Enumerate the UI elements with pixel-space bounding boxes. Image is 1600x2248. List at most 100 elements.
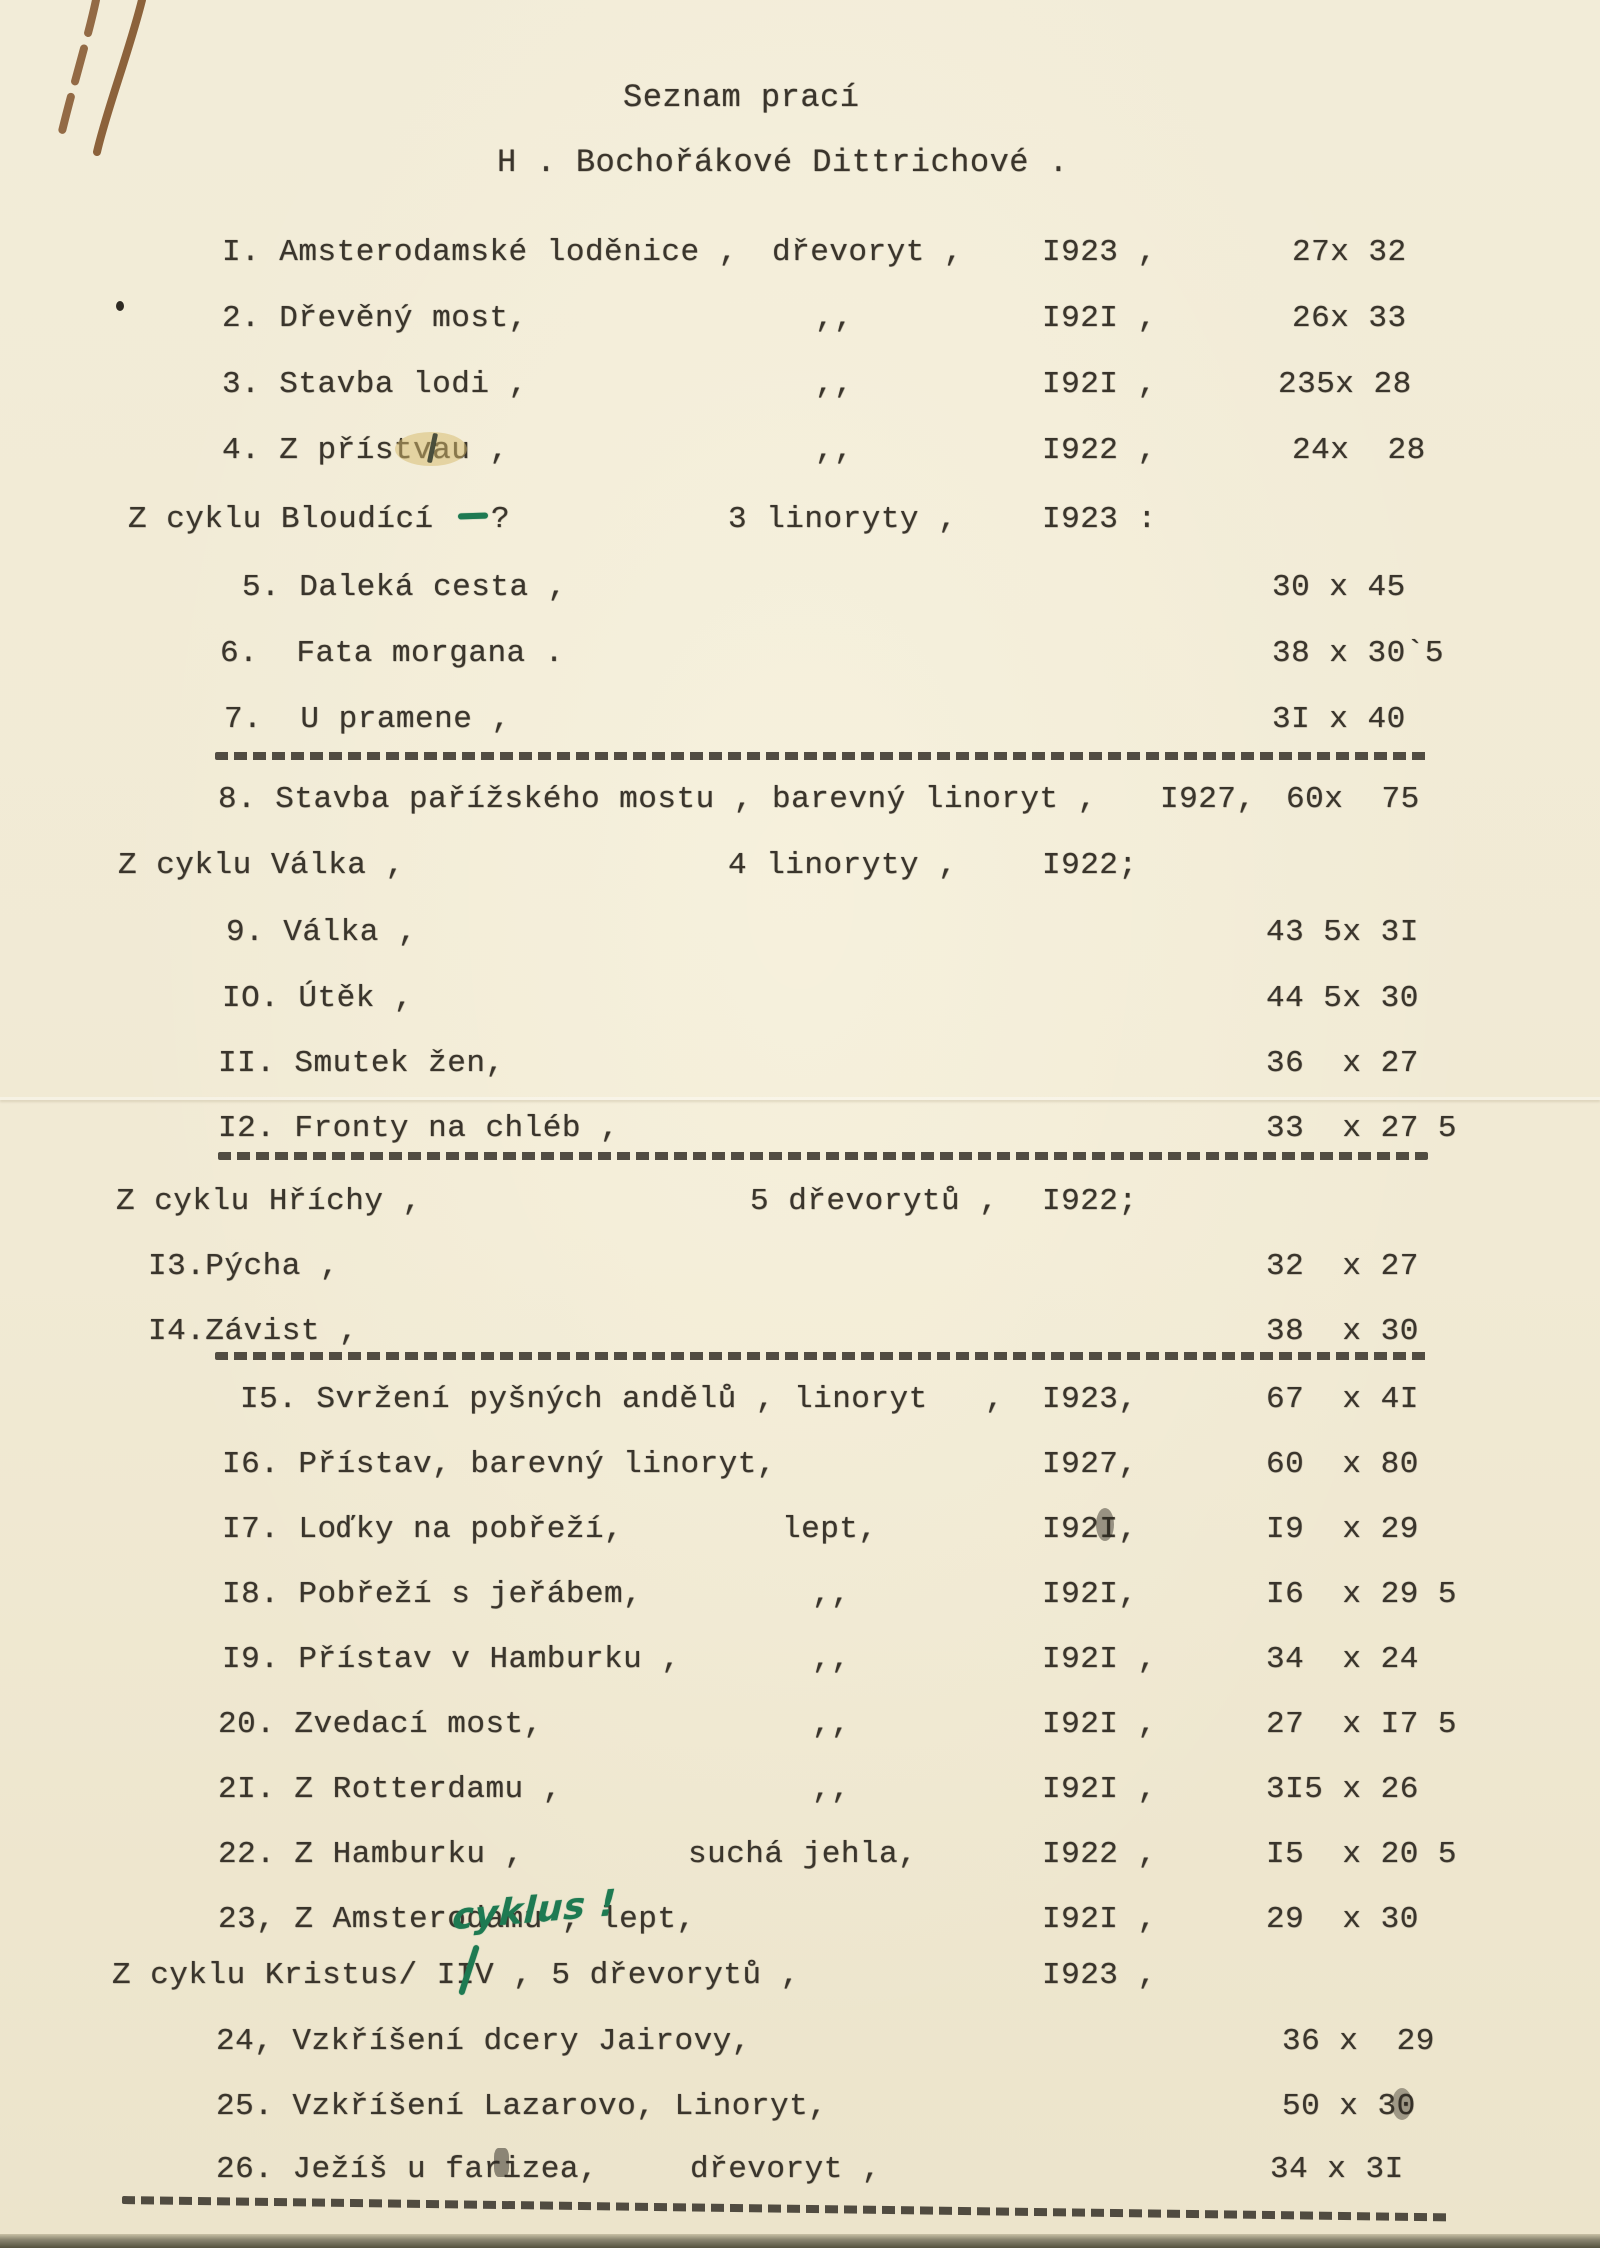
dimensions: 50 x 30	[1282, 2089, 1416, 2124]
work-item-row: 26. Ježíš u farizea, dřevoryt , 34 x 3I	[0, 2150, 1600, 2198]
item-title: I8. Pobřeží s jeřábem,	[222, 1577, 643, 1612]
technique: ,,	[812, 1577, 851, 1612]
item-title: 24, Vzkříšení dcery Jairovy,	[216, 2024, 751, 2059]
work-item-row: I7. Loďky na pobřeží, lept, I92I, I9 x 29	[0, 1510, 1600, 1558]
dimensions: 60x 75	[1286, 782, 1420, 817]
green-dash-mark	[457, 512, 489, 520]
year: I922;	[1042, 1184, 1138, 1219]
dashed-separator	[218, 1152, 1428, 1160]
cycle-title: Z cyklu Kristus/ IIV , 5 dřevorytů ,	[112, 1958, 800, 1993]
work-item-row: 9. Válka , 43 5x 3I	[0, 913, 1600, 961]
dimensions: 34 x 24	[1266, 1642, 1419, 1677]
dimensions: 29 x 30	[1266, 1902, 1419, 1937]
dimensions: 3I5 x 26	[1266, 1772, 1419, 1807]
technique: lept,	[782, 1512, 878, 1547]
page-bottom-edge	[0, 2234, 1600, 2248]
pen-marks-icon	[56, 0, 146, 156]
item-title: 23, Z Amsterodamu , lept,	[218, 1902, 696, 1937]
dimensions: 32 x 27	[1266, 1249, 1419, 1284]
work-item-row: 25. Vzkříšení Lazarovo, Linoryt, 50 x 30	[0, 2087, 1600, 2135]
dimensions: 67 x 4I	[1266, 1382, 1419, 1417]
year: I923 ,	[1042, 235, 1157, 270]
work-item-row: 2. Dřevěný most,,, I92I , 26x 33	[0, 299, 1600, 347]
work-item-row: I6. Přístav, barevný linoryt, I927, 60 x 8…	[0, 1445, 1600, 1493]
overstrike-mark	[1096, 1508, 1114, 1541]
work-item-row: 6. Fata morgana . 38 x 30`5	[0, 634, 1600, 682]
cycle-header-row: Z cyklu Válka , 4 linoryty , I922;	[0, 846, 1600, 894]
work-item-row: 5. Daleká cesta , 30 x 45	[0, 568, 1600, 616]
dimensions: 38 x 30`5	[1272, 636, 1444, 671]
work-item-row: 22. Z Hamburku , suchá jehla, I922 , I5 x 2…	[0, 1835, 1600, 1883]
work-item-row: IO. Útěk , 44 5x 30	[0, 979, 1600, 1027]
year: I92I ,	[1042, 1772, 1157, 1807]
year: I92I ,	[1042, 1902, 1157, 1937]
work-item-row: 7. U pramene , 3I x 40	[0, 700, 1600, 748]
year: I927,	[1160, 782, 1256, 817]
dimensions: 26x 33	[1292, 301, 1407, 336]
year: I923,	[1042, 1382, 1138, 1417]
item-title: I9. Přístav v Hamburku ,	[222, 1642, 681, 1677]
technique: ,,	[815, 367, 854, 402]
technique: ,,	[815, 433, 854, 468]
item-title: 25. Vzkříšení Lazarovo, Linoryt,	[216, 2089, 828, 2124]
item-title: 7. U pramene ,	[224, 702, 511, 737]
item-title: IO. Útěk ,	[222, 981, 414, 1016]
technique: 5 dřevorytů ,	[750, 1184, 999, 1219]
dashed-separator	[121, 2196, 1452, 2222]
work-item-row: I. Amsterodamské loděnice , dřevoryt , I92…	[0, 233, 1600, 281]
year: I92I ,	[1042, 301, 1157, 336]
technique: dřevoryt ,	[772, 235, 964, 270]
technique: ,,	[812, 1707, 851, 1742]
dimensions: 34 x 3I	[1270, 2152, 1404, 2187]
item-title: II. Smutek žen,	[218, 1046, 505, 1081]
dimensions: 33 x 27 5	[1266, 1111, 1458, 1146]
item-title: I7. Loďky na pobřeží,	[222, 1512, 624, 1547]
work-item-row: I9. Přístav v Hamburku ,,, I92I , 34 x 24	[0, 1640, 1600, 1688]
dimensions: 43 5x 3I	[1266, 915, 1419, 950]
work-item-row: I2. Fronty na chléb , 33 x 27 5	[0, 1109, 1600, 1157]
work-item-row: II. Smutek žen, 36 x 27	[0, 1044, 1600, 1092]
ink-dot	[116, 301, 124, 311]
year: I92I ,	[1042, 367, 1157, 402]
dimensions: I6 x 29 5	[1266, 1577, 1458, 1612]
year: I92I,	[1042, 1512, 1138, 1547]
technique: suchá jehla,	[688, 1837, 918, 1872]
dimensions: 235x 28	[1278, 367, 1412, 402]
work-item-row: I8. Pobřeží s jeřábem,,, I92I, I6 x 29 5	[0, 1575, 1600, 1623]
technique: ,,	[812, 1772, 851, 1807]
dimensions: 60 x 80	[1266, 1447, 1419, 1482]
work-item-row: I4.Závist , 38 x 30	[0, 1312, 1600, 1360]
item-title: 6. Fata morgana .	[220, 636, 564, 671]
item-title: 9. Válka ,	[226, 915, 418, 950]
cycle-title: Z cyklu Hříchy ,	[116, 1184, 422, 1219]
overstrike-mark	[1392, 2088, 1412, 2120]
page-title: Seznam prací	[623, 79, 860, 116]
item-title: I5. Svržení pyšných andělů , linoryt ,	[240, 1382, 1005, 1417]
dimensions: I5 x 20 5	[1266, 1837, 1458, 1872]
dimensions: 24x 28	[1292, 433, 1426, 468]
dimensions: 27x 32	[1292, 235, 1407, 270]
year: I922 ,	[1042, 433, 1157, 468]
year: I922;	[1042, 848, 1138, 883]
item-title: 26. Ježíš u farizea,	[216, 2152, 599, 2187]
item-title: 8. Stavba pařížského mostu , barevný lin…	[218, 782, 1097, 817]
item-title: I4.Závist ,	[148, 1314, 359, 1349]
cycle-title: Z cyklu Válka ,	[118, 848, 405, 883]
dimensions: 30 x 45	[1272, 570, 1406, 605]
work-item-row: 20. Zvedací most,,, I92I , 27 x I7 5	[0, 1705, 1600, 1753]
item-title: I. Amsterodamské loděnice ,	[222, 235, 738, 270]
dimensions: 27 x I7 5	[1266, 1707, 1458, 1742]
cycle-header-row: Z cyklu Hříchy , 5 dřevorytů , I922;	[0, 1182, 1600, 1230]
work-item-row: I3.Pýcha , 32 x 27	[0, 1247, 1600, 1295]
item-title: 20. Zvedací most,	[218, 1707, 543, 1742]
dimensions: I9 x 29	[1266, 1512, 1419, 1547]
cycle-header-row: Z cyklu Bloudící ? 3 linoryty , I923 :	[0, 500, 1600, 548]
technique: 3 linoryty ,	[728, 502, 958, 537]
cycle-header-row: Z cyklu Kristus/ IIV , 5 dřevorytů , I923…	[0, 1956, 1600, 2004]
technique: dřevoryt ,	[690, 2152, 882, 2187]
work-item-row: 8. Stavba pařížského mostu , barevný lin…	[0, 780, 1600, 828]
page-subtitle: H . Bochořákové Dittrichové .	[497, 144, 1069, 181]
dashed-separator	[215, 752, 1427, 760]
technique: ,,	[815, 301, 854, 336]
